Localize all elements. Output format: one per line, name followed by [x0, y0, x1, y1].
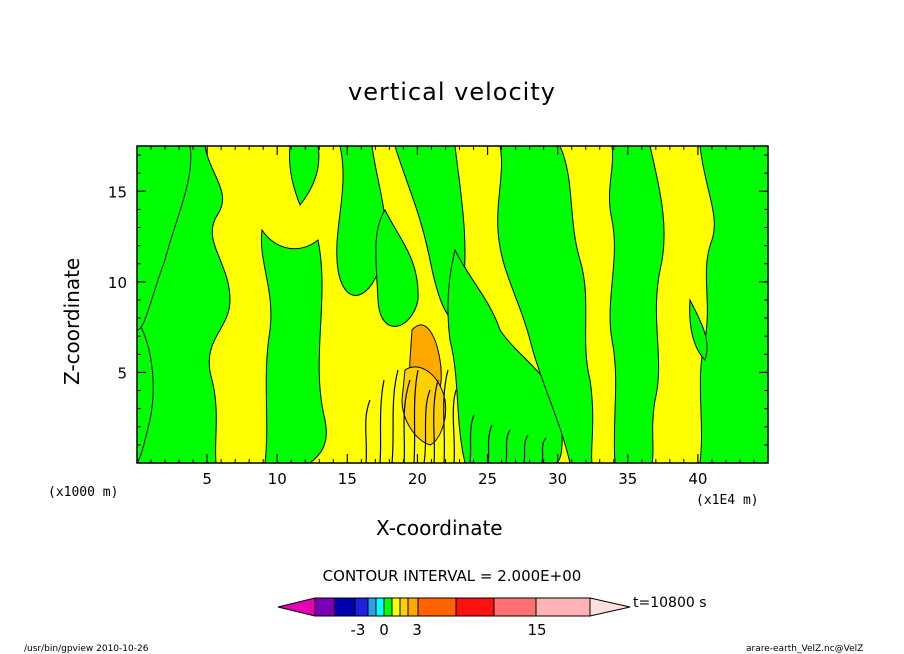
- x-axis-units-alt: (x1E4 m): [696, 493, 759, 508]
- y-tick-label: 5: [117, 364, 127, 382]
- colorbar-swatch: [383, 597, 393, 617]
- contour-region: [699, 146, 768, 463]
- y-tick-label: 15: [108, 183, 127, 201]
- contour-line: [423, 389, 431, 463]
- time-label: t=10800 s: [633, 595, 707, 611]
- footer-left: /usr/bin/gpview 2010-10-26: [24, 644, 149, 654]
- contour-region: [336, 146, 386, 296]
- y-tick-label: 10: [108, 274, 127, 292]
- plot-frame: [136, 145, 769, 464]
- colorbar-swatch: [354, 597, 369, 617]
- contour-region: [497, 146, 594, 463]
- contour-line: [523, 434, 529, 463]
- contour-region: [375, 208, 419, 327]
- colorbar-tick-label: 0: [379, 621, 389, 639]
- x-axis-ticks: 5 10 15 20 25 30 35 40: [150, 146, 755, 488]
- contour-region: [289, 146, 320, 206]
- colorbar-tick-label: -3: [351, 621, 366, 639]
- convective-core: [365, 324, 547, 463]
- contour-line: [365, 399, 371, 463]
- colorbar-swatch: [455, 597, 495, 617]
- contour-line: [433, 379, 439, 463]
- colorbar: -3 0 3 15: [277, 597, 631, 639]
- colorbar-swatch: [493, 597, 537, 617]
- contour-line: [487, 424, 493, 463]
- colorbar-tick-label: 3: [412, 621, 422, 639]
- colorbar-swatch: [417, 597, 457, 617]
- y-axis-ticks: 5 10 15: [108, 154, 768, 446]
- footer-right: arare-earth_VelZ.nc@VelZ: [746, 644, 864, 654]
- core-gold: [401, 366, 447, 446]
- contour-line: [413, 369, 419, 463]
- colorbar-swatch: [407, 597, 419, 617]
- contour-line: [541, 437, 547, 463]
- contour-line: [443, 369, 449, 463]
- colorbar-arrow-low: [277, 597, 316, 617]
- x-tick-label: 10: [268, 470, 287, 488]
- colorbar-tick-label: 15: [527, 621, 546, 639]
- contour-line: [452, 389, 457, 463]
- x-tick-label: 5: [202, 470, 212, 488]
- colorbar-swatch: [535, 597, 591, 617]
- contour-line: [403, 379, 411, 463]
- contour-line: [469, 414, 475, 463]
- contour-fill-negative: [137, 146, 768, 463]
- x-tick-label: 25: [478, 470, 497, 488]
- contour-region: [137, 146, 192, 331]
- contour-line: [379, 379, 385, 463]
- contour-interval-label: CONTOUR INTERVAL = 2.000E+00: [322, 567, 582, 585]
- colorbar-swatch: [399, 597, 409, 617]
- x-axis-units: (x1000 m): [48, 485, 119, 500]
- contour-region: [609, 146, 665, 463]
- x-tick-label: 20: [408, 470, 427, 488]
- chart-title: vertical velocity: [348, 78, 556, 106]
- contour-line: [505, 429, 511, 463]
- x-tick-label: 30: [548, 470, 567, 488]
- colorbar-swatch: [367, 597, 377, 617]
- x-tick-label: 40: [688, 470, 707, 488]
- contour-region: [260, 228, 327, 463]
- colorbar-swatch: [375, 597, 385, 617]
- colorbar-swatch: [391, 597, 401, 617]
- contour-region: [689, 298, 708, 361]
- x-tick-label: 35: [618, 470, 637, 488]
- colorbar-arrow-high: [589, 597, 631, 617]
- x-axis-label: X-coordinate: [376, 516, 503, 540]
- y-axis-label: Z-coordinate: [60, 257, 84, 385]
- colorbar-swatch: [334, 597, 356, 617]
- x-tick-label: 15: [338, 470, 357, 488]
- contour-region: [447, 248, 563, 463]
- contour-line: [391, 369, 399, 463]
- colorbar-swatch: [314, 597, 336, 617]
